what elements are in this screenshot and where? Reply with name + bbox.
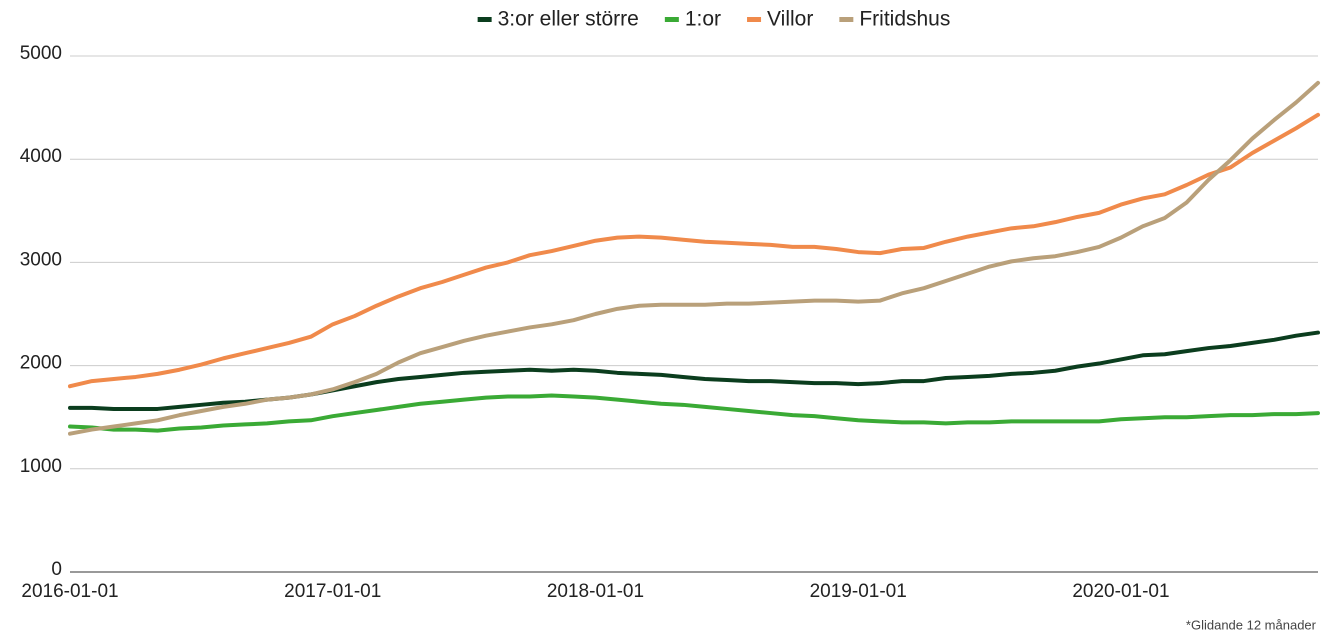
- series-line: [68, 393, 1320, 433]
- y-tick-label: 1000: [20, 456, 62, 477]
- series-line: [68, 330, 1320, 411]
- y-tick-label: 4000: [20, 146, 62, 167]
- legend-swatch: [839, 17, 854, 22]
- x-tick-label: 2019-01-01: [810, 581, 907, 602]
- legend-label: Villor: [767, 8, 813, 31]
- y-tick-label: 0: [51, 559, 62, 580]
- x-tick-label: 2016-01-01: [21, 581, 118, 602]
- legend-swatch: [477, 17, 492, 22]
- legend-label: 3:or eller större: [498, 8, 639, 31]
- series-line: [68, 80, 1320, 436]
- y-tick-label: 2000: [20, 353, 62, 374]
- y-tick-label: 5000: [20, 43, 62, 64]
- legend-label: 1:or: [685, 8, 721, 31]
- y-tick-label: 3000: [20, 249, 62, 270]
- x-tick-label: 2017-01-01: [284, 581, 381, 602]
- footnote: *Glidande 12 månader: [1186, 617, 1317, 632]
- x-tick-label: 2018-01-01: [547, 581, 644, 602]
- series-line: [68, 112, 1320, 389]
- legend-label: Fritidshus: [859, 8, 950, 31]
- legend-swatch: [664, 17, 679, 22]
- x-tick-label: 2020-01-01: [1072, 581, 1169, 602]
- legend-swatch: [747, 17, 762, 22]
